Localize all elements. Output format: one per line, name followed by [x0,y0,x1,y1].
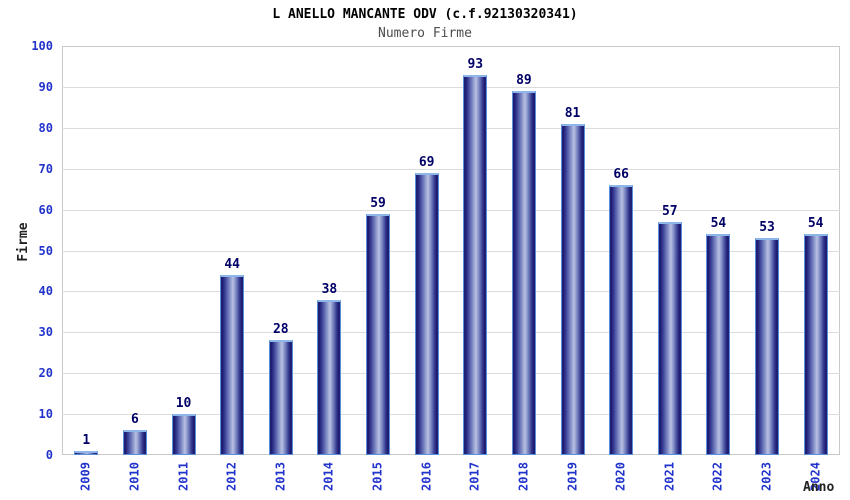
x-tick-label: 2023 [759,462,774,491]
bar-value-label: 93 [467,56,484,72]
x-tick-label: 2013 [273,462,288,491]
gridline [62,250,840,252]
gridline [62,209,840,211]
x-tick-label: 2015 [370,462,385,491]
gridline [62,168,840,170]
bar-2010 [122,430,147,455]
x-tick-label: 2021 [662,462,677,491]
y-tick-label: 0 [45,448,53,462]
bar-2011 [171,414,196,455]
gridline [62,373,840,375]
gridline [62,332,840,334]
bar-value-label: 53 [759,220,775,236]
bar-value-label: 54 [710,216,727,232]
bar-2018 [511,90,536,455]
x-tick-label: 2019 [565,462,580,491]
bar-2009 [74,450,99,455]
x-tick-label: 2014 [321,462,336,491]
gridline [62,414,840,416]
x-tick-label: 2011 [176,462,191,491]
x-tick-label: 2016 [419,462,434,491]
chart-title: L ANELLO MANCANTE ODV (c.f.92130320341) [272,7,578,22]
y-tick-label: 100 [31,39,53,53]
gridline [62,127,840,129]
bar-2021 [657,221,682,455]
bar-2020 [609,185,634,455]
bar-2022 [706,234,731,455]
x-tick-label: 2012 [224,462,239,491]
bar-2023 [755,238,780,455]
bar-value-label: 69 [418,154,435,170]
x-tick-label: 2022 [710,462,725,491]
gridline [62,291,840,293]
bar-value-label: 6 [131,412,139,428]
y-tick-label: 40 [38,284,53,299]
bar-2013 [268,340,293,455]
bar-value-label: 66 [613,167,630,183]
y-axis-title: Firme [16,222,31,262]
y-tick-label: 30 [38,325,53,340]
bar-value-label: 10 [175,396,192,412]
x-tick-label: 2020 [613,462,628,491]
y-tick-label: 70 [38,161,53,176]
y-tick-label: 60 [38,202,53,217]
bar-value-label: 54 [807,216,824,232]
bar-2016 [414,172,439,455]
bar-value-label: 89 [516,72,532,88]
y-tick-label: 10 [38,407,53,422]
bar-2012 [220,275,245,455]
bar-2019 [560,123,585,455]
y-tick-label: 20 [38,366,53,381]
gridline [62,86,840,88]
y-tick-label: 50 [38,243,53,258]
bar-value-label: 38 [321,281,338,297]
bar-2015 [366,213,391,455]
x-tick-label: 2010 [127,462,142,491]
x-tick-label: 2018 [516,462,531,491]
x-tick-label: 2009 [78,462,93,491]
bar-value-label: 81 [564,105,581,121]
x-axis-title: Anno [803,480,835,495]
bar-value-label: 59 [370,195,386,211]
y-tick-label: 80 [38,120,53,135]
bar-2014 [317,299,342,455]
bar-2024 [803,234,828,455]
bar-value-label: 28 [272,322,289,338]
bar-value-label: 44 [224,257,241,273]
chart-subtitle: Numero Firme [378,26,472,41]
y-tick-label: 90 [38,79,53,94]
bar-value-label: 1 [82,432,91,448]
x-tick-label: 2017 [467,462,482,491]
bar-value-label: 57 [661,203,678,219]
bar-2017 [463,74,488,455]
